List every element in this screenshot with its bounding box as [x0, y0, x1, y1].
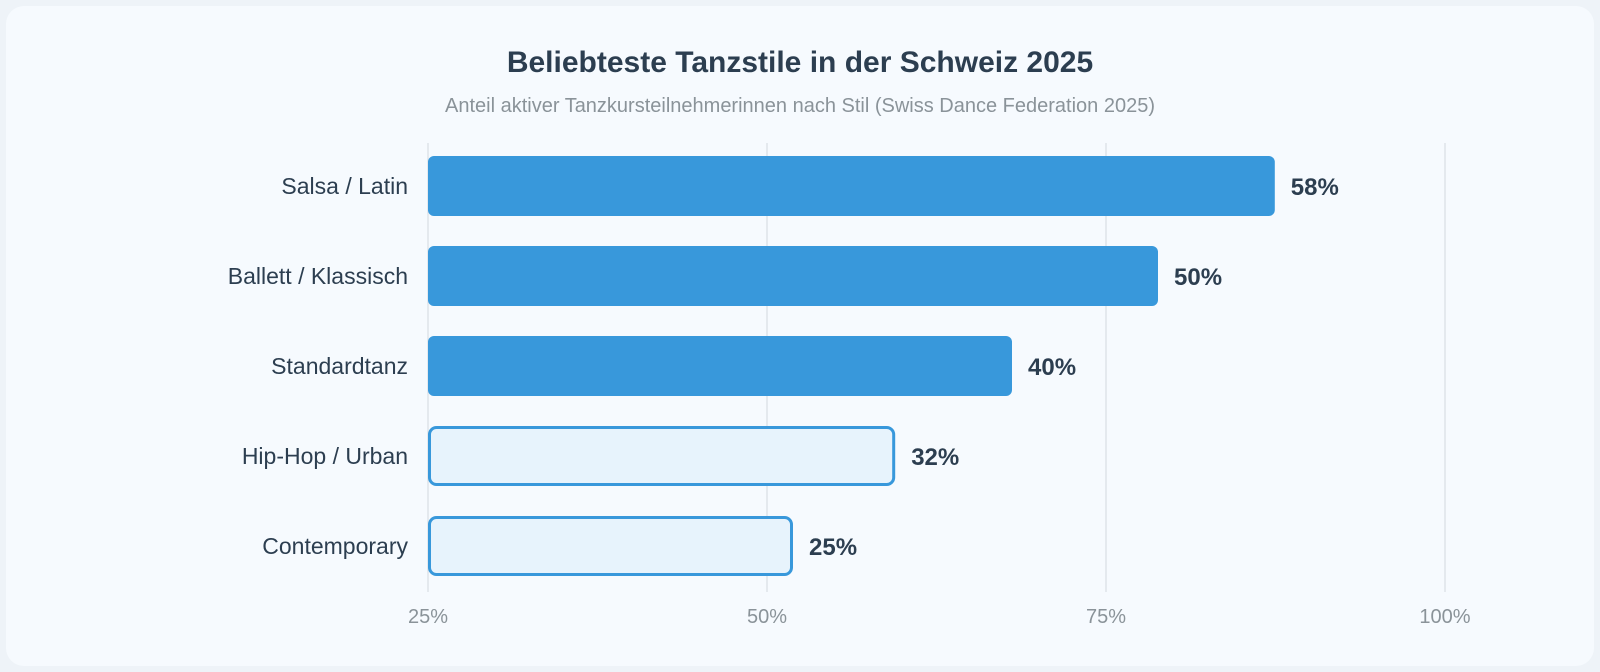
category-label: Contemporary — [262, 533, 408, 559]
bar — [428, 426, 896, 486]
category-label: Standardtanz — [271, 353, 408, 379]
value-label: 32% — [911, 444, 959, 471]
x-tick-label: 50% — [747, 606, 787, 628]
x-tick-label: 75% — [1086, 606, 1126, 628]
bar — [428, 246, 1158, 306]
x-tick-label: 25% — [408, 606, 448, 628]
chart-subtitle: Anteil aktiver Tanzkursteilnehmerinnen n… — [445, 95, 1155, 117]
value-label: 25% — [809, 534, 857, 561]
bar — [428, 516, 793, 576]
value-label: 58% — [1291, 174, 1339, 201]
category-label: Salsa / Latin — [281, 173, 408, 199]
bar — [428, 336, 1012, 396]
category-label: Hip-Hop / Urban — [242, 443, 408, 469]
value-label: 40% — [1028, 354, 1076, 381]
value-label: 50% — [1174, 264, 1222, 291]
bar — [428, 156, 1275, 216]
category-label: Ballett / Klassisch — [228, 263, 408, 289]
chart-title: Beliebteste Tanzstile in der Schweiz 202… — [507, 46, 1093, 79]
x-tick-label: 100% — [1419, 606, 1470, 628]
